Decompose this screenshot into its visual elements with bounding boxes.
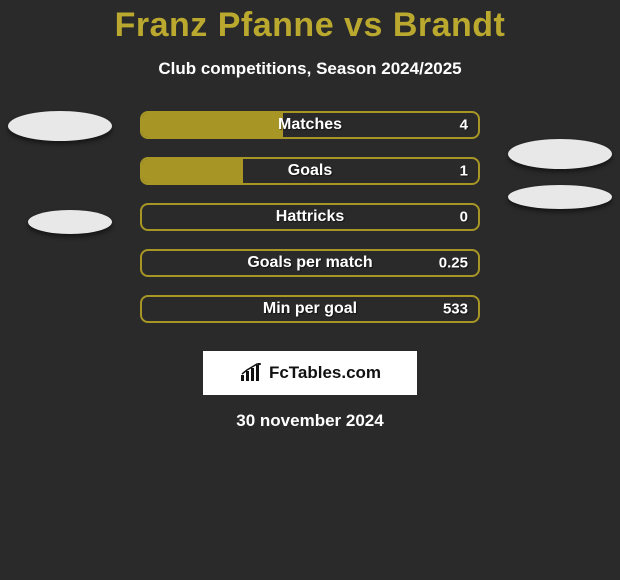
stat-bar: Hattricks 0 bbox=[140, 203, 480, 231]
stat-label: Goals per match bbox=[247, 254, 372, 272]
stat-row: Goals per match 0.25 bbox=[0, 249, 620, 295]
stat-bar: Goals 1 bbox=[140, 157, 480, 185]
stat-label: Min per goal bbox=[263, 300, 357, 318]
player-left-marker bbox=[8, 111, 112, 141]
date-line: 30 november 2024 bbox=[0, 411, 620, 431]
stat-value: 0 bbox=[460, 209, 468, 226]
stat-row: Min per goal 533 bbox=[0, 295, 620, 341]
stat-row: Hattricks 0 bbox=[0, 203, 620, 249]
stat-row: Matches 4 bbox=[0, 111, 620, 157]
page-subtitle: Club competitions, Season 2024/2025 bbox=[0, 59, 620, 79]
stat-fill-left bbox=[142, 159, 243, 183]
stat-bar: Matches 4 bbox=[140, 111, 480, 139]
stat-label: Hattricks bbox=[276, 208, 344, 226]
stat-label: Goals bbox=[288, 162, 332, 180]
stat-bar: Goals per match 0.25 bbox=[140, 249, 480, 277]
page-title: Franz Pfanne vs Brandt bbox=[0, 6, 620, 45]
chart-icon bbox=[239, 363, 263, 383]
stat-value: 533 bbox=[443, 301, 468, 318]
stat-value: 4 bbox=[460, 117, 468, 134]
stat-value: 1 bbox=[460, 163, 468, 180]
stat-fill-left bbox=[142, 113, 283, 137]
stat-value: 0.25 bbox=[439, 255, 468, 272]
stat-row: Goals 1 bbox=[0, 157, 620, 203]
stats-block: Matches 4 Goals 1 Hattricks 0 Goals per match 0… bbox=[0, 111, 620, 341]
stat-bar: Min per goal 533 bbox=[140, 295, 480, 323]
stat-label: Matches bbox=[278, 116, 342, 134]
brand-label: FcTables.com bbox=[269, 363, 381, 383]
brand-box[interactable]: FcTables.com bbox=[203, 351, 417, 395]
